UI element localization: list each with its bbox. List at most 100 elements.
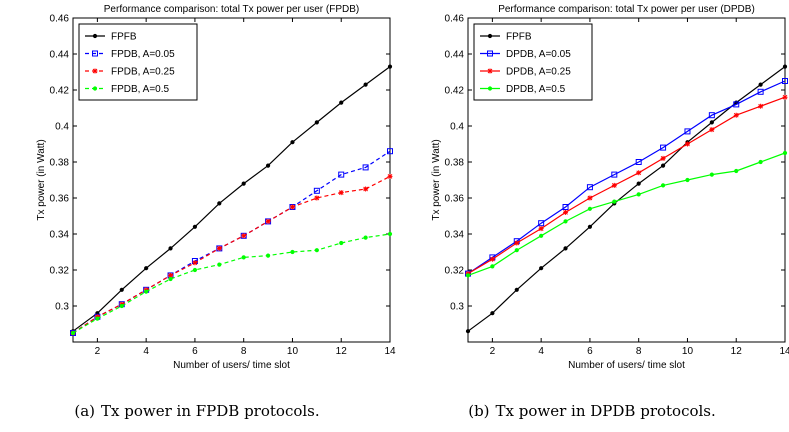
data-point [490,311,495,316]
y-tick-label: 0.46 [50,14,70,25]
data-point [387,64,393,69]
x-tick-label: 2 [95,346,101,357]
chart-svg-fpdb: Performance comparison: total Tx power p… [36,4,396,371]
legend-marker [487,86,493,91]
data-point [144,289,149,294]
x-tick-label: 8 [241,346,247,357]
legend-marker [92,68,98,74]
y-tick-label: 0.3 [55,302,69,313]
legend-label: FPDB, A=0.5 [111,84,170,95]
data-point [538,220,545,227]
data-point [192,260,198,266]
data-point [758,159,763,165]
data-point [314,248,319,253]
x-tick-label: 10 [682,346,694,357]
data-point [660,183,666,188]
data-point [363,186,369,192]
data-point [684,128,691,135]
legend: FPFB FPDB, A=0.05 FPDB, A=0.25 FPDB, A=0.5 [78,23,198,101]
legend-label: FPDB, A=0.25 [111,67,175,78]
data-point [192,267,198,273]
data-point [685,177,690,183]
data-point [757,88,764,95]
legend-box [78,23,198,101]
data-point [465,273,471,278]
data-point [192,224,198,229]
caption-text: Tx power in DPDB protocols. [495,402,716,420]
data-point [168,246,173,251]
data-point [733,101,740,108]
chart-svg-dpdb: Performance comparison: total Tx power p… [431,4,789,371]
y-tick-label: 0.36 [445,194,465,205]
data-point [562,204,569,210]
data-point [660,155,666,161]
data-point [636,170,642,176]
data-point [587,206,593,211]
data-point [338,171,345,178]
data-point [387,231,393,237]
data-point [611,171,618,178]
legend-label: DPDB, A=0.5 [506,84,566,95]
data-point [289,204,295,210]
data-point [168,272,174,278]
data-point [660,163,666,168]
data-point [362,164,369,171]
data-point [290,249,295,255]
data-point [265,163,271,168]
data-point [168,276,173,282]
chart-title: Performance comparison: total Tx power p… [104,4,359,15]
x-tick-label: 6 [587,346,593,357]
data-point [782,94,788,100]
y-tick-label: 0.38 [50,158,70,169]
y-axis-label: Tx power (in Watt) [36,139,47,220]
y-tick-label: 0.34 [50,230,70,241]
data-point [313,187,320,194]
x-tick-label: 12 [731,346,743,357]
data-point [539,233,544,238]
x-tick-label: 6 [192,346,198,357]
data-point [290,140,295,145]
x-axis-label: Number of users/ time slot [173,360,290,371]
legend-marker [487,68,493,74]
data-point [387,173,393,179]
data-point [782,78,788,84]
data-point [586,184,593,191]
y-axis-label: Tx power (in Watt) [431,139,442,220]
x-tick-label: 8 [636,346,642,357]
y-tick-label: 0.4 [450,122,464,133]
data-point [709,127,715,133]
legend-label: FPFB [111,32,137,43]
data-point [514,287,519,292]
legend-label: FPDB, A=0.05 [111,49,175,60]
data-point [314,120,319,125]
data-point [563,209,569,215]
data-point [217,201,222,206]
data-point [514,248,519,253]
data-point [339,100,344,105]
data-point [241,233,247,239]
legend-label: FPFB [506,32,532,43]
data-point [144,266,149,271]
data-point [636,192,641,197]
data-point [70,330,76,336]
series-line [72,175,391,334]
y-tick-label: 0.3 [450,302,464,313]
series-2 [465,94,788,277]
data-point [758,82,763,87]
legend-marker [487,33,493,39]
figure-caption-a: (a) Tx power in FPDB protocols. [0,402,394,420]
caption-text: Tx power in FPDB protocols. [101,402,320,420]
x-tick-label: 4 [538,346,544,357]
data-point [538,226,544,232]
caption-tag: (b) [468,402,490,420]
chart-panel-fpdb: Performance comparison: total Tx power p… [0,0,396,432]
series-line [467,152,786,276]
chart-title: Performance comparison: total Tx power p… [498,4,755,15]
data-point [338,190,344,196]
data-point [489,256,495,262]
data-point [363,82,368,87]
data-point [363,235,368,240]
data-point [314,195,320,201]
y-tick-label: 0.46 [445,14,465,25]
y-tick-label: 0.32 [445,266,465,277]
